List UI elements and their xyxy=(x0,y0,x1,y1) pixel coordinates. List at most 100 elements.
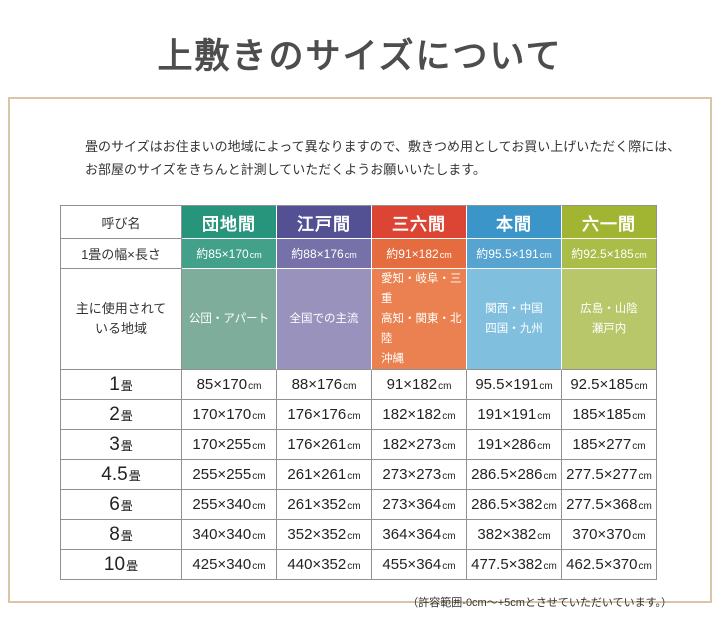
cm-unit: cm xyxy=(638,561,652,572)
size-cell: 191×191cm xyxy=(467,400,562,430)
tatami-size-table: 呼び名 団地間 江戸間 三六間 本間 六一間 1畳の幅×長さ 約85×170cm… xyxy=(60,205,657,580)
size-value: 91×182 xyxy=(386,376,438,393)
size-cell: 92.5×185cm xyxy=(562,370,657,400)
cm-unit: cm xyxy=(248,381,262,392)
mat-count: 8 xyxy=(109,523,120,545)
cm-unit: cm xyxy=(344,250,357,260)
mat-unit: 畳 xyxy=(120,498,133,513)
cm-unit: cm xyxy=(442,531,456,542)
table-row-4-5jo: 4.5畳 255×255cm 261×261cm 273×273cm 286.5… xyxy=(60,460,657,490)
size-value: 185×277 xyxy=(572,436,632,453)
size-value: 191×191 xyxy=(477,406,537,423)
cm-unit: cm xyxy=(543,561,557,572)
size-cell: 440×352cm xyxy=(277,550,372,580)
row-label: 8畳 xyxy=(60,520,182,550)
size-cell: 462.5×370cm xyxy=(562,550,657,580)
cm-unit: cm xyxy=(439,250,452,260)
size-cell: 185×277cm xyxy=(562,430,657,460)
regions-rokuichima: 広島・山陰 瀬戸内 xyxy=(562,269,657,370)
title-area: 上敷きのサイズについて xyxy=(0,0,720,97)
size-cell: 425×340cm xyxy=(182,550,277,580)
row-label: 2畳 xyxy=(60,400,182,430)
cm-unit: cm xyxy=(442,441,456,452)
size-value: 425×340 xyxy=(192,556,252,573)
content-frame: 畳のサイズはお住まいの地域によって異なりますので、敷きつめ用としてお買い上げいた… xyxy=(8,97,712,609)
cm-unit: cm xyxy=(347,531,361,542)
size-value: 約85×170 xyxy=(196,247,249,261)
table-row-3jo: 3畳 170×255cm 176×261cm 182×273cm 191×286… xyxy=(60,430,657,460)
size-value: 382×382 xyxy=(477,526,537,543)
size-value: 352×352 xyxy=(287,526,347,543)
mat-count: 6 xyxy=(109,493,120,515)
size-cell: 170×255cm xyxy=(182,430,277,460)
size-value: 277.5×277 xyxy=(566,466,638,483)
size-value: 約88×176 xyxy=(291,247,344,261)
size-value: 261×261 xyxy=(287,466,347,483)
size-value: 273×364 xyxy=(382,496,442,513)
cm-unit: cm xyxy=(442,411,456,422)
cm-unit: cm xyxy=(347,441,361,452)
one-mat-size-row: 1畳の幅×長さ 約85×170cm 約88×176cm 約91×182cm 約9… xyxy=(60,239,657,269)
size-cell: 185×185cm xyxy=(562,400,657,430)
size-cell: 261×261cm xyxy=(277,460,372,490)
size-value: 88×176 xyxy=(291,376,343,393)
size-cell: 352×352cm xyxy=(277,520,372,550)
column-header-sanrokuma: 三六間 xyxy=(372,205,467,239)
regions-danchima: 公団・アパート xyxy=(182,269,277,370)
size-cell: 273×273cm xyxy=(372,460,467,490)
column-header-rokuichima: 六一間 xyxy=(562,205,657,239)
table-row-10jo: 10畳 425×340cm 440×352cm 455×364cm 477.5×… xyxy=(60,550,657,580)
cm-unit: cm xyxy=(252,441,266,452)
size-cell: 182×273cm xyxy=(372,430,467,460)
cm-unit: cm xyxy=(537,441,551,452)
table-row-8jo: 8畳 340×340cm 352×352cm 364×364cm 382×382… xyxy=(60,520,657,550)
row-label: 4.5畳 xyxy=(60,460,182,490)
size-value: 185×185 xyxy=(572,406,632,423)
size-value: 370×370 xyxy=(572,526,632,543)
size-cell: 85×170cm xyxy=(182,370,277,400)
one-mat-size-rokuichima: 約92.5×185cm xyxy=(562,239,657,269)
size-value: 477.5×382 xyxy=(471,556,543,573)
one-mat-size-honma: 約95.5×191cm xyxy=(467,239,562,269)
one-mat-size-danchima: 約85×170cm xyxy=(182,239,277,269)
cm-unit: cm xyxy=(638,501,652,512)
size-value: 273×273 xyxy=(382,466,442,483)
row-label: 6畳 xyxy=(60,490,182,520)
size-value: 約92.5×185 xyxy=(571,247,634,261)
mat-unit: 畳 xyxy=(128,468,141,483)
one-mat-size-sanrokuma: 約91×182cm xyxy=(372,239,467,269)
size-value: 170×255 xyxy=(192,436,252,453)
regions-honma: 関西・中国 四国・九州 xyxy=(467,269,562,370)
size-cell: 91×182cm xyxy=(372,370,467,400)
cm-unit: cm xyxy=(252,471,266,482)
row-label: 1畳 xyxy=(60,370,182,400)
corner-header: 呼び名 xyxy=(60,205,182,239)
size-value: 340×340 xyxy=(192,526,252,543)
cm-unit: cm xyxy=(537,411,551,422)
size-value: 176×176 xyxy=(287,406,347,423)
size-value: 191×286 xyxy=(477,436,537,453)
size-cell: 277.5×277cm xyxy=(562,460,657,490)
cm-unit: cm xyxy=(632,411,646,422)
size-cell: 277.5×368cm xyxy=(562,490,657,520)
cm-unit: cm xyxy=(543,501,557,512)
size-value: 約91×182 xyxy=(386,247,439,261)
mat-count: 1 xyxy=(109,373,120,395)
size-cell: 182×182cm xyxy=(372,400,467,430)
size-value: 182×182 xyxy=(382,406,442,423)
cm-unit: cm xyxy=(638,471,652,482)
size-value: 255×255 xyxy=(192,466,252,483)
cm-unit: cm xyxy=(634,250,647,260)
intro-text: 畳のサイズはお住まいの地域によって異なりますので、敷きつめ用としてお買い上げいた… xyxy=(85,139,681,177)
size-cell: 286.5×286cm xyxy=(467,460,562,490)
size-value: 約95.5×191 xyxy=(476,247,539,261)
size-row-label: 1畳の幅×長さ xyxy=(60,239,182,269)
cm-unit: cm xyxy=(438,381,452,392)
table-row-1jo: 1畳 85×170cm 88×176cm 91×182cm 95.5×191cm… xyxy=(60,370,657,400)
size-cell: 176×176cm xyxy=(277,400,372,430)
size-cell: 273×364cm xyxy=(372,490,467,520)
one-mat-size-edoma: 約88×176cm xyxy=(277,239,372,269)
cm-unit: cm xyxy=(539,250,552,260)
cm-unit: cm xyxy=(537,531,551,542)
size-value: 455×364 xyxy=(382,556,442,573)
